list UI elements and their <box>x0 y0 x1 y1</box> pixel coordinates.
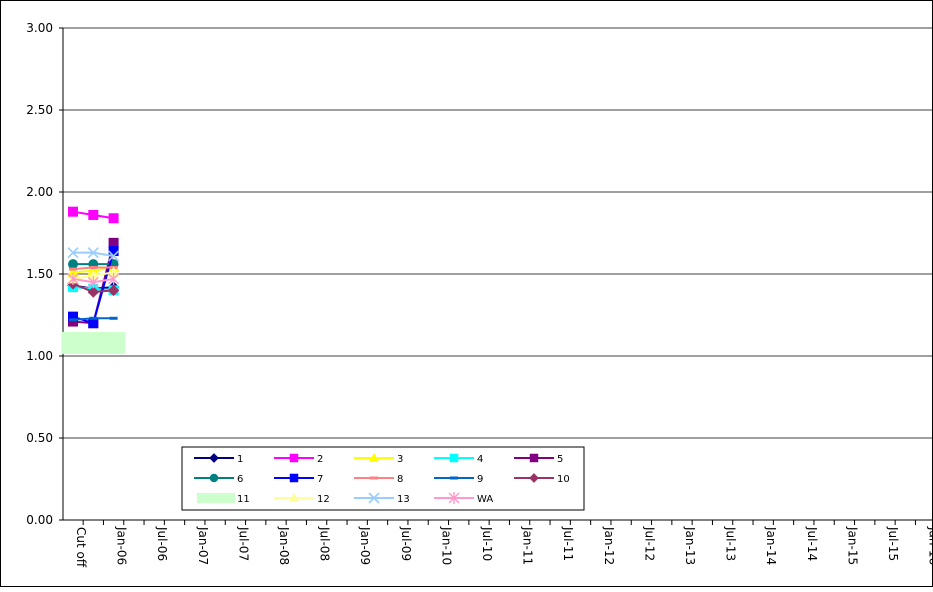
series-7-point-1 <box>88 318 99 329</box>
series-6-point-0 <box>68 259 78 270</box>
legend-item-2: 2 <box>274 453 323 465</box>
legend-label: 1 <box>237 454 243 465</box>
legend-marker <box>450 476 458 480</box>
legend-marker <box>448 492 460 504</box>
series-7-point-2 <box>108 246 119 257</box>
legend-label: 5 <box>557 454 563 465</box>
x-tick-label: Jan-10 <box>439 526 453 565</box>
series-13-point-1 <box>87 247 99 259</box>
x-tick-label: Jul-12 <box>642 526 656 561</box>
series-8-point-1 <box>89 265 98 269</box>
legend-swatch <box>197 493 235 503</box>
legend-label: WA <box>477 494 493 505</box>
series-WA-point-2 <box>108 272 120 285</box>
legend-item-11: 11 <box>197 493 250 505</box>
series-9 <box>69 316 118 322</box>
legend-item-7: 7 <box>274 473 323 485</box>
x-tick-label: Jan-16 <box>927 526 933 565</box>
series-9-point-1 <box>89 316 98 320</box>
legend-label: 3 <box>397 454 403 465</box>
x-tick-label: Jul-15 <box>886 526 900 561</box>
legend-item-3: 3 <box>354 452 403 465</box>
series-WA-point-0 <box>67 272 79 285</box>
x-tick-label: Jul-08 <box>318 526 332 561</box>
x-tick-label: Jul-14 <box>805 526 819 561</box>
series-2-point-0 <box>68 206 78 217</box>
legend-marker <box>529 453 539 463</box>
x-tick-label: Jan-12 <box>602 526 616 565</box>
legend-label: 7 <box>317 474 323 485</box>
legend-label: 6 <box>237 474 243 485</box>
y-tick-label: 3.00 <box>26 21 53 35</box>
series-5-point-2 <box>108 237 119 248</box>
legend-item-9: 9 <box>434 474 483 485</box>
x-tick-label: Jul-09 <box>399 526 413 561</box>
x-tick-label: Jul-13 <box>724 526 738 561</box>
legend-label: 13 <box>397 494 410 505</box>
series-10-point-2 <box>107 284 120 297</box>
legend-label: 12 <box>317 494 330 505</box>
series-11 <box>61 331 126 354</box>
series-2 <box>68 206 119 224</box>
legend-label: 4 <box>477 454 483 465</box>
legend-marker <box>209 453 219 463</box>
legend-label: 10 <box>557 474 570 485</box>
legend-label: 11 <box>237 494 250 505</box>
y-tick-label: 0.50 <box>26 431 53 445</box>
legend-item-4: 4 <box>434 453 483 465</box>
legend-marker <box>370 476 378 480</box>
series-9-point-2 <box>109 316 118 320</box>
series-13-point-0 <box>67 247 79 259</box>
x-tick-label: Jan-11 <box>521 526 535 565</box>
y-tick-label: 1.00 <box>26 349 53 363</box>
series-13 <box>67 247 120 262</box>
x-tick-label: Jul-10 <box>480 526 494 561</box>
legend-marker <box>529 473 539 483</box>
legend-item-6: 6 <box>194 473 243 485</box>
series-10-point-1 <box>87 286 100 298</box>
x-tick-label: Jul-06 <box>155 526 169 561</box>
series-8-point-0 <box>69 267 77 271</box>
x-tick-label: Cut off <box>74 527 88 568</box>
legend-marker <box>289 492 299 502</box>
series-2-point-2 <box>108 213 119 224</box>
series-11-block <box>61 331 126 354</box>
legend-label: 2 <box>317 454 323 465</box>
legend-item-13: 13 <box>354 492 410 505</box>
legend-marker <box>289 473 299 483</box>
legend-marker <box>449 453 459 463</box>
legend-marker <box>368 492 380 504</box>
legend-item-5: 5 <box>514 453 563 465</box>
x-tick-label: Jan-06 <box>115 526 129 565</box>
x-tick-label: Jul-07 <box>236 526 250 561</box>
series-WA <box>67 272 120 289</box>
series-13-point-2 <box>108 250 120 262</box>
x-tick-label: Jan-15 <box>845 526 859 565</box>
x-tick-label: Jan-09 <box>358 526 372 565</box>
legend-marker <box>209 473 219 483</box>
y-tick-label: 2.00 <box>26 185 53 199</box>
x-tick-label: Jan-13 <box>683 526 697 565</box>
legend-item-10: 10 <box>514 473 570 485</box>
legend-label: 9 <box>477 474 483 485</box>
x-tick-label: Jan-07 <box>196 526 210 565</box>
x-tick-label: Jan-14 <box>764 526 778 565</box>
legend-item-8: 8 <box>354 474 403 485</box>
x-tick-label: Jul-11 <box>561 526 575 561</box>
x-tick-label: Jan-08 <box>277 526 291 565</box>
legend-marker <box>369 452 379 462</box>
legend-item-WA: WA <box>434 492 493 505</box>
legend-item-1: 1 <box>194 453 243 465</box>
series-9-point-0 <box>69 318 77 322</box>
legend-marker <box>289 453 299 463</box>
y-tick-label: 2.50 <box>26 103 53 117</box>
legend-label: 8 <box>397 474 403 485</box>
y-tick-label: 1.50 <box>26 267 53 281</box>
series-WA-point-1 <box>87 276 99 289</box>
series-2-point-1 <box>88 209 99 220</box>
legend-item-12: 12 <box>274 492 330 505</box>
y-tick-label: 0.00 <box>26 513 53 527</box>
